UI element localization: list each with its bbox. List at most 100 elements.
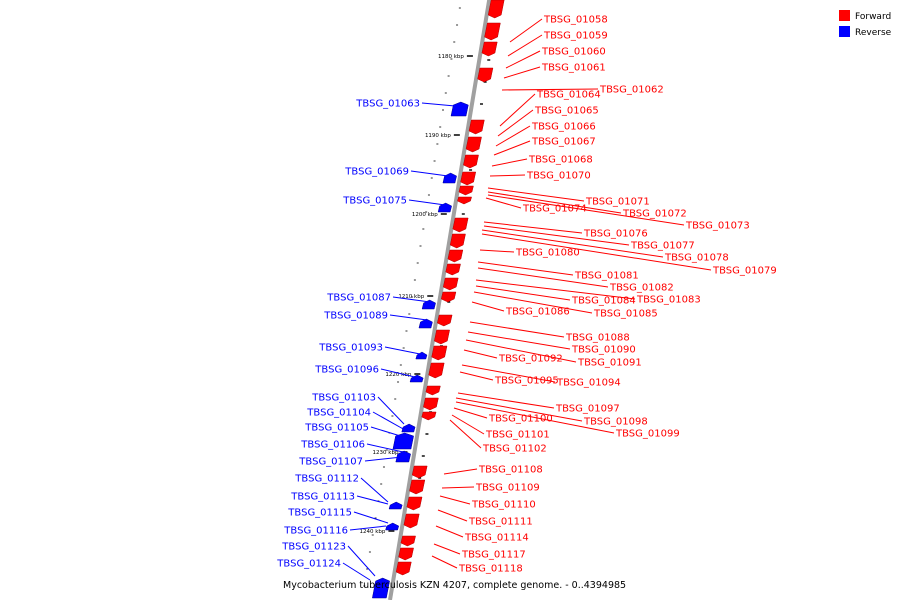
- forward-gene-label[interactable]: TBSG_01085: [593, 309, 658, 320]
- forward-gene-label[interactable]: TBSG_01078: [664, 253, 729, 264]
- forward-gene-label[interactable]: TBSG_01084: [571, 296, 636, 307]
- forward-gene-label[interactable]: TBSG_01097: [555, 404, 620, 415]
- forward-gene-label[interactable]: TBSG_01080: [515, 248, 580, 259]
- forward-gene-feature[interactable]: [468, 119, 485, 135]
- forward-gene-feature[interactable]: [406, 496, 423, 511]
- forward-gene-feature[interactable]: [403, 513, 420, 529]
- forward-gene-label[interactable]: TBSG_01099: [615, 429, 680, 440]
- forward-gene-feature[interactable]: [465, 136, 482, 153]
- reverse-gene-label[interactable]: TBSG_01096: [314, 365, 379, 376]
- reverse-gene-label[interactable]: TBSG_01103: [311, 393, 376, 404]
- forward-gene-label[interactable]: TBSG_01111: [468, 517, 533, 528]
- reverse-gene-feature[interactable]: [395, 450, 411, 463]
- forward-gene-label[interactable]: TBSG_01117: [461, 550, 526, 561]
- forward-gene-feature[interactable]: [398, 547, 414, 561]
- forward-gene-feature[interactable]: [487, 0, 505, 19]
- forward-gene-feature[interactable]: [481, 41, 498, 57]
- reverse-gene-feature[interactable]: [388, 501, 403, 510]
- reverse-gene-feature[interactable]: [450, 101, 469, 117]
- forward-gene-feature[interactable]: [452, 217, 469, 233]
- forward-gene-feature[interactable]: [463, 154, 479, 169]
- reverse-gene-feature[interactable]: [442, 172, 457, 184]
- forward-gene-label[interactable]: TBSG_01061: [541, 63, 606, 74]
- forward-gene-label[interactable]: TBSG_01090: [571, 345, 636, 356]
- forward-gene-label[interactable]: TBSG_01065: [534, 106, 599, 117]
- forward-gene-feature[interactable]: [409, 479, 426, 495]
- forward-gene-label[interactable]: TBSG_01064: [536, 90, 601, 101]
- forward-gene-label[interactable]: TBSG_01076: [583, 229, 648, 240]
- forward-gene-label[interactable]: TBSG_01118: [458, 564, 523, 575]
- forward-gene-feature[interactable]: [445, 263, 461, 276]
- reverse-gene-label[interactable]: TBSG_01105: [304, 423, 369, 434]
- forward-gene-label[interactable]: TBSG_01070: [526, 171, 591, 182]
- forward-gene-label[interactable]: TBSG_01058: [543, 15, 608, 26]
- forward-gene-feature[interactable]: [477, 67, 494, 83]
- forward-gene-feature[interactable]: [425, 385, 441, 396]
- reverse-gene-feature[interactable]: [392, 432, 414, 450]
- forward-gene-label[interactable]: TBSG_01072: [622, 209, 687, 220]
- reverse-gene-label[interactable]: TBSG_01089: [323, 311, 388, 322]
- reverse-gene-label[interactable]: TBSG_01112: [294, 474, 359, 485]
- reverse-gene-label[interactable]: TBSG_01087: [326, 293, 391, 304]
- forward-gene-label[interactable]: TBSG_01081: [574, 271, 639, 282]
- reverse-gene-label[interactable]: TBSG_01107: [298, 457, 363, 468]
- forward-gene-label[interactable]: TBSG_01086: [505, 307, 570, 318]
- reverse-gene-feature[interactable]: [437, 202, 452, 213]
- forward-gene-feature[interactable]: [447, 249, 464, 263]
- reverse-gene-feature[interactable]: [372, 577, 390, 599]
- forward-gene-feature[interactable]: [434, 329, 450, 345]
- reverse-gene-feature[interactable]: [415, 351, 428, 360]
- forward-gene-label[interactable]: TBSG_01059: [543, 31, 608, 42]
- forward-gene-feature[interactable]: [411, 465, 428, 479]
- reverse-gene-label[interactable]: TBSG_01075: [342, 196, 407, 207]
- forward-gene-label[interactable]: TBSG_01114: [464, 533, 529, 544]
- forward-gene-label[interactable]: TBSG_01083: [636, 295, 701, 306]
- forward-gene-label[interactable]: TBSG_01110: [471, 500, 536, 511]
- reverse-gene-label[interactable]: TBSG_01123: [281, 542, 346, 553]
- forward-gene-feature[interactable]: [440, 291, 457, 303]
- reverse-gene-feature[interactable]: [418, 318, 433, 329]
- reverse-gene-label[interactable]: TBSG_01069: [344, 167, 409, 178]
- forward-gene-label[interactable]: TBSG_01095: [494, 376, 559, 387]
- forward-gene-label[interactable]: TBSG_01082: [609, 283, 674, 294]
- forward-gene-label[interactable]: TBSG_01102: [482, 444, 547, 455]
- forward-gene-label[interactable]: TBSG_01109: [475, 483, 540, 494]
- reverse-gene-label[interactable]: TBSG_01093: [318, 343, 383, 354]
- forward-gene-label[interactable]: TBSG_01108: [478, 465, 543, 476]
- forward-gene-feature[interactable]: [457, 196, 472, 205]
- reverse-gene-label[interactable]: TBSG_01106: [300, 440, 365, 451]
- reverse-gene-feature[interactable]: [401, 423, 416, 433]
- forward-gene-feature[interactable]: [421, 411, 437, 421]
- forward-gene-label[interactable]: TBSG_01092: [498, 354, 563, 365]
- forward-gene-label[interactable]: TBSG_01100: [488, 414, 553, 425]
- forward-gene-feature[interactable]: [484, 22, 501, 41]
- forward-gene-feature[interactable]: [428, 362, 445, 379]
- forward-gene-feature[interactable]: [442, 277, 459, 291]
- forward-gene-label[interactable]: TBSG_01077: [630, 241, 695, 252]
- forward-gene-label[interactable]: TBSG_01088: [565, 333, 630, 344]
- forward-gene-label[interactable]: TBSG_01098: [583, 417, 648, 428]
- reverse-gene-feature[interactable]: [421, 299, 436, 310]
- forward-gene-feature[interactable]: [400, 535, 416, 547]
- forward-gene-label[interactable]: TBSG_01062: [599, 85, 664, 96]
- forward-gene-label[interactable]: TBSG_01074: [522, 204, 587, 215]
- forward-gene-label[interactable]: TBSG_01101: [485, 430, 550, 441]
- reverse-gene-label[interactable]: TBSG_01124: [276, 559, 341, 570]
- forward-gene-feature[interactable]: [449, 233, 466, 249]
- forward-gene-feature[interactable]: [458, 185, 474, 196]
- forward-gene-label[interactable]: TBSG_01091: [577, 358, 642, 369]
- forward-gene-feature[interactable]: [395, 561, 412, 576]
- forward-gene-label[interactable]: TBSG_01067: [531, 137, 596, 148]
- forward-gene-label[interactable]: TBSG_01066: [531, 122, 596, 133]
- reverse-gene-label[interactable]: TBSG_01063: [355, 99, 420, 110]
- forward-gene-feature[interactable]: [431, 345, 448, 361]
- forward-gene-label[interactable]: TBSG_01079: [712, 266, 777, 277]
- forward-gene-feature[interactable]: [437, 314, 453, 327]
- forward-gene-feature[interactable]: [460, 171, 477, 186]
- forward-gene-label[interactable]: TBSG_01071: [585, 197, 650, 208]
- forward-gene-label[interactable]: TBSG_01073: [685, 221, 750, 232]
- reverse-gene-label[interactable]: TBSG_01116: [283, 526, 348, 537]
- forward-gene-label[interactable]: TBSG_01060: [541, 47, 606, 58]
- reverse-gene-label[interactable]: TBSG_01104: [306, 408, 371, 419]
